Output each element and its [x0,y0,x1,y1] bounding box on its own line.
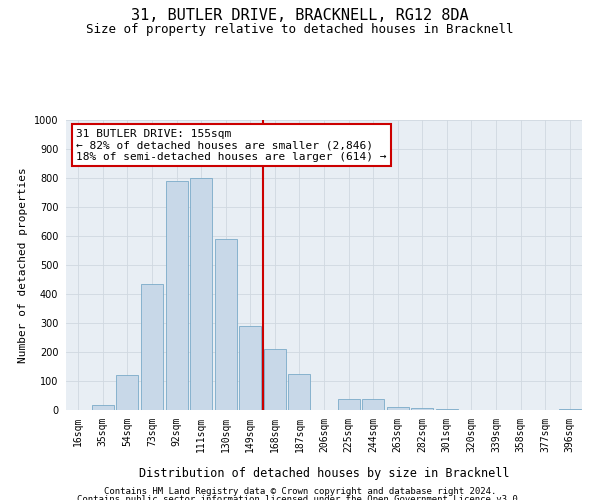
Bar [92,405,114,410]
Text: Contains HM Land Registry data © Crown copyright and database right 2024.: Contains HM Land Registry data © Crown c… [104,488,496,496]
Text: 31 BUTLER DRIVE: 155sqm
← 82% of detached houses are smaller (2,846)
18% of semi: 31 BUTLER DRIVE: 155sqm ← 82% of detache… [76,128,387,162]
Bar [116,375,139,410]
Bar [239,326,262,410]
Bar [559,408,581,410]
Bar [264,349,286,410]
Bar [362,399,384,410]
Bar [386,406,409,410]
Bar [215,239,237,410]
Bar [190,178,212,410]
Text: Contains public sector information licensed under the Open Government Licence v3: Contains public sector information licen… [77,495,523,500]
Bar [166,181,188,410]
Text: Distribution of detached houses by size in Bracknell: Distribution of detached houses by size … [139,467,509,480]
Bar [436,408,458,410]
Bar [141,284,163,410]
Text: 31, BUTLER DRIVE, BRACKNELL, RG12 8DA: 31, BUTLER DRIVE, BRACKNELL, RG12 8DA [131,8,469,22]
Bar [289,374,310,410]
Bar [338,399,359,410]
Y-axis label: Number of detached properties: Number of detached properties [19,167,28,363]
Text: Size of property relative to detached houses in Bracknell: Size of property relative to detached ho… [86,22,514,36]
Bar [411,408,433,410]
